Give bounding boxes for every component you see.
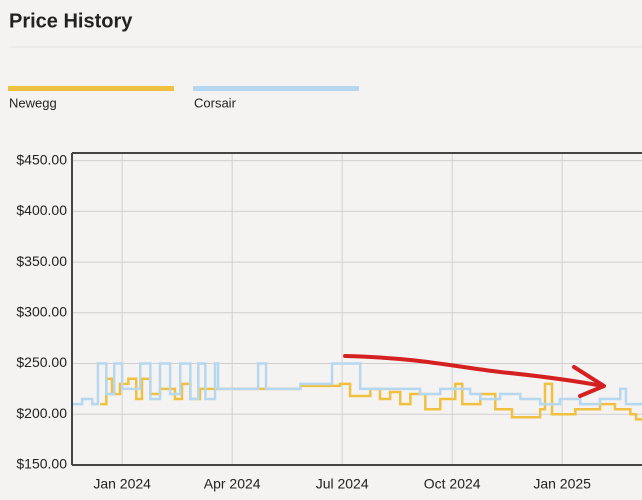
legend-label: Newegg — [9, 95, 57, 110]
x-tick-label: Jul 2024 — [316, 476, 369, 492]
annotation-arrowhead — [572, 365, 606, 398]
annotation-arrow — [343, 354, 605, 388]
legend-swatch — [8, 86, 174, 91]
x-tick-label: Jan 2024 — [93, 476, 151, 492]
x-tick-label: Jan 2025 — [533, 476, 591, 492]
x-tick-label: Oct 2024 — [424, 476, 481, 492]
y-tick-label: $300.00 — [16, 304, 67, 320]
chart-title: Price History — [9, 10, 133, 32]
y-tick-label: $400.00 — [16, 202, 67, 218]
series-line — [72, 362, 642, 406]
y-tick-label: $250.00 — [16, 354, 67, 370]
plot-area: Newegg Corsair $150.00 $200.00 $250.00 $300.0… — [8, 86, 642, 492]
y-tick-label: $350.00 — [16, 253, 67, 269]
y-tick-label: $150.00 — [16, 456, 67, 472]
y-tick-label: $200.00 — [16, 405, 67, 421]
legend-label: Corsair — [194, 95, 237, 110]
y-tick-label: $450.00 — [16, 151, 67, 167]
legend-swatch — [193, 86, 359, 91]
x-tick-label: Apr 2024 — [204, 476, 261, 492]
series-line — [100, 377, 642, 421]
